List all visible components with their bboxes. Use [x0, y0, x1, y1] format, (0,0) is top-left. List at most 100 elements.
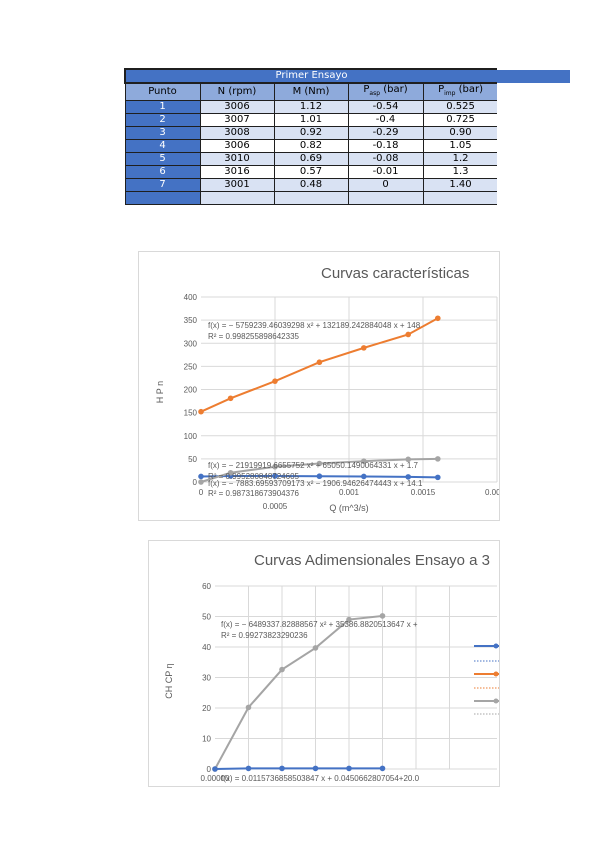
y-tick-label: 60 — [202, 582, 211, 591]
trendline — [214, 615, 383, 770]
trendline — [214, 767, 383, 770]
table-title: Primer Ensayo — [124, 68, 497, 84]
data-point — [405, 456, 412, 463]
table-header-bar — [496, 70, 570, 83]
chart-title: Curvas Adimensionales Ensayo a 3 — [254, 552, 490, 569]
header-pasp: Pasp (bar) — [347, 82, 424, 101]
table-cell: 1.12 — [273, 100, 349, 114]
trendline-equation: f(x) = − 5759239.46039298 x² + 132189.24… — [208, 321, 421, 330]
data-point — [227, 395, 234, 402]
y-tick-label: 50 — [188, 455, 197, 464]
y-tick-label: 300 — [184, 339, 198, 348]
data-point — [316, 460, 323, 467]
table-header-row: Punto N (rpm) M (Nm) Pasp (bar) Pimp (ba… — [124, 82, 497, 101]
y-tick-label: 0 — [207, 765, 212, 774]
table-cell: 1.05 — [422, 139, 497, 153]
table-cell: 2 — [124, 113, 201, 127]
y-axis-label: CH CP η — [164, 663, 174, 698]
table-cell: -0.01 — [347, 165, 424, 179]
data-point — [405, 474, 412, 480]
data-point — [316, 359, 323, 366]
table-cell: 3016 — [199, 165, 275, 179]
table-cell: 1.01 — [273, 113, 349, 127]
y-tick-label: 100 — [184, 432, 198, 441]
data-point — [198, 408, 204, 415]
trendline-equation: R² = 0.987318673904376 — [208, 489, 300, 498]
table-cell: 3008 — [199, 126, 275, 140]
x-tick-label: 0.0015 — [411, 488, 436, 497]
header-m: M (Nm) — [273, 82, 349, 101]
x-tick-label: 0 — [199, 488, 204, 497]
table-cell: 0 — [347, 178, 424, 192]
y-tick-label: 30 — [202, 674, 211, 683]
table-row: 5 3010 0.69 -0.08 1.2 — [124, 152, 497, 166]
table-cell: 3 — [124, 126, 201, 140]
table-cell: 3006 — [199, 139, 275, 153]
data-point — [279, 765, 285, 772]
data-point — [212, 766, 218, 772]
trendline-equation: R² = 0.998255898642335 — [208, 332, 300, 341]
y-tick-label: 250 — [184, 362, 198, 371]
table-row: 6 3016 0.57 -0.01 1.3 — [124, 165, 497, 179]
x-tick-label: 0.002 — [485, 488, 499, 497]
data-point — [435, 456, 441, 462]
data-point — [198, 473, 204, 480]
table-cell: -0.18 — [347, 139, 424, 153]
table-cell: 0.57 — [273, 165, 349, 179]
data-point — [279, 666, 285, 673]
table-cell: 3007 — [199, 113, 275, 127]
table-cell: 0.48 — [273, 178, 349, 192]
table-cell: 5 — [124, 152, 201, 166]
x-tick-label: 0.0005 — [263, 502, 288, 511]
data-point — [346, 616, 352, 623]
y-axis-label: H P n — [155, 381, 165, 403]
trendline-equation: f(x) = − 7883.69593709173 x² − 1906.9462… — [208, 479, 423, 488]
x-axis-label: Q (m^3/s) — [329, 503, 368, 513]
table-cell: 0.82 — [273, 139, 349, 153]
data-point — [346, 765, 352, 772]
legend-marker-point — [493, 643, 499, 649]
table-row: 1 3006 1.12 -0.54 0.525 — [124, 100, 497, 114]
table-cell: -0.29 — [347, 126, 424, 140]
table-cell: 4 — [124, 139, 201, 153]
chart-curvas-caracteristicas: Curvas características 0 50 100 150 200 250 30… — [138, 251, 500, 521]
data-point — [227, 469, 234, 476]
table-row-empty — [124, 191, 497, 205]
results-table: Primer Ensayo Punto N (rpm) M (Nm) Pasp … — [124, 68, 497, 205]
chart-curvas-adimensionales: Curvas Adimensionales Ensayo a 3 0 10 20 30… — [148, 540, 500, 787]
table-cell: -0.54 — [347, 100, 424, 114]
table-cell: 1.40 — [422, 178, 497, 192]
x-tick-label: 0.001 — [339, 488, 360, 497]
y-tick-label: 200 — [184, 386, 198, 395]
data-point — [361, 458, 367, 464]
y-tick-label: 10 — [202, 735, 211, 744]
table-cell: -0.4 — [347, 113, 424, 127]
table-row: 7 3001 0.48 0 1.40 — [124, 178, 497, 192]
table-cell: 6 — [124, 165, 201, 179]
legend-marker-point — [493, 698, 499, 704]
data-point — [272, 378, 278, 384]
data-point — [272, 473, 278, 479]
data-point — [405, 331, 412, 338]
y-tick-label: 40 — [202, 643, 211, 652]
chart-plot: 0 10 20 30 40 50 60 CH CP η 0.00000 f(x) = − 6489… — [164, 582, 499, 783]
header-pimp: Pimp (bar) — [422, 82, 497, 101]
data-point — [312, 645, 319, 651]
table-cell: -0.08 — [347, 152, 424, 166]
table-cell: 3006 — [199, 100, 275, 114]
table-cell — [273, 191, 349, 205]
table-cell: 0.725 — [422, 113, 497, 127]
trendline-equation: f(x) = − 21919919.6655752 x² + 65050.149… — [208, 461, 419, 470]
data-point — [245, 704, 252, 711]
data-point — [379, 613, 386, 619]
trendline-equation: R² = 0.995280848724605 — [208, 472, 300, 481]
header-n: N (rpm) — [199, 82, 275, 101]
table-cell — [124, 191, 201, 205]
header-punto: Punto — [124, 82, 201, 101]
table-cell: 7 — [124, 178, 201, 192]
data-point — [198, 479, 204, 485]
data-point — [379, 765, 386, 772]
x-tick-label: 0.00000 — [201, 774, 230, 783]
table-cell — [422, 191, 497, 205]
data-point — [435, 474, 441, 481]
